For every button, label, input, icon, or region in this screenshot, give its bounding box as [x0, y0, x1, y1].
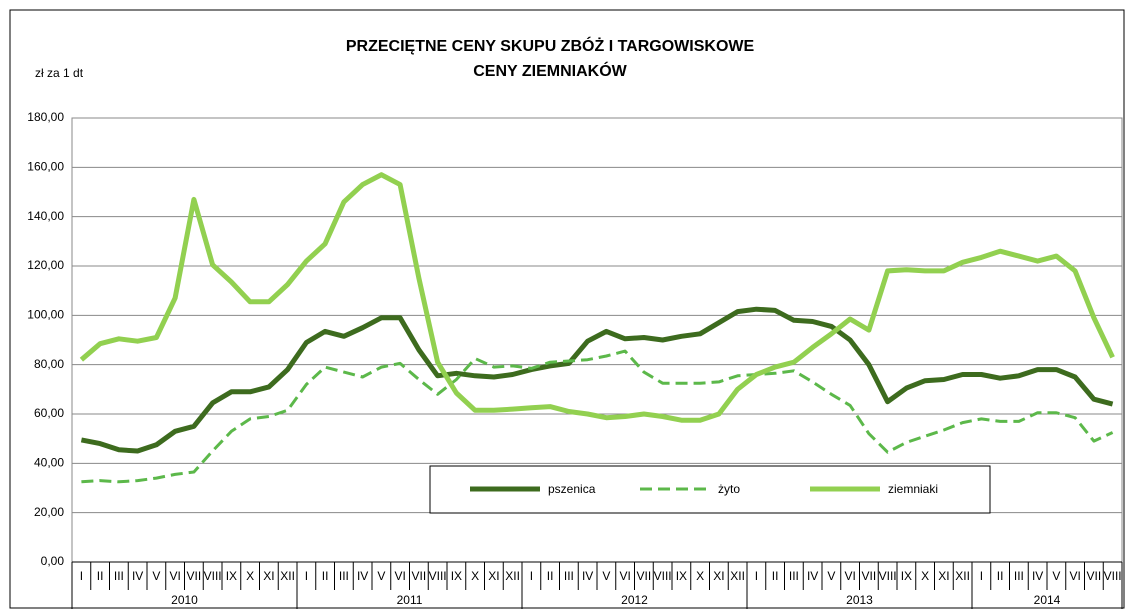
x-tick-label: VIII — [879, 569, 897, 583]
chart-border — [9, 9, 1125, 609]
legend-label: żyto — [718, 482, 740, 496]
y-tick-label: 0,00 — [41, 554, 65, 568]
x-tick-label: VI — [844, 569, 855, 583]
x-tick-label: VII — [637, 569, 652, 583]
x-tick-label: III — [789, 569, 799, 583]
x-tick-label: VIII — [204, 569, 222, 583]
x-tick-label: IV — [1032, 569, 1043, 583]
x-tick-label: IX — [451, 569, 462, 583]
legend-label: pszenica — [548, 482, 596, 496]
x-tick-label: I — [80, 569, 83, 583]
x-tick-label: II — [772, 569, 779, 583]
x-tick-label: V — [602, 569, 610, 583]
x-tick-label: IX — [226, 569, 237, 583]
x-group-label: 2010 — [171, 593, 198, 607]
series-line — [79, 172, 1115, 423]
x-tick-label: I — [305, 569, 308, 583]
y-tick-label: 180,00 — [27, 110, 64, 124]
x-tick-label: XI — [263, 569, 274, 583]
x-tick-label: V — [377, 569, 385, 583]
y-tick-label: 140,00 — [27, 209, 64, 223]
x-tick-label: I — [755, 569, 758, 583]
x-tick-label: VII — [862, 569, 877, 583]
y-tick-label: 80,00 — [34, 357, 64, 371]
x-group-label: 2014 — [1034, 593, 1061, 607]
x-tick-label: III — [1014, 569, 1024, 583]
x-tick-label: XI — [713, 569, 724, 583]
legend-label: ziemniaki — [888, 482, 938, 496]
x-tick-label: XI — [938, 569, 949, 583]
x-tick-label: X — [696, 569, 704, 583]
chart-title: CENY ZIEMNIAKÓW — [473, 61, 627, 80]
x-group-label: 2011 — [397, 593, 423, 607]
chart-title: PRZECIĘTNE CENY SKUPU ZBÓŻ I TARGOWISKOW… — [346, 36, 755, 55]
x-tick-label: X — [471, 569, 479, 583]
x-tick-label: VII — [1087, 569, 1102, 583]
x-tick-label: III — [564, 569, 574, 583]
x-tick-label: VI — [394, 569, 405, 583]
series-line — [80, 306, 1114, 454]
x-tick-label: VII — [412, 569, 427, 583]
x-tick-label: V — [152, 569, 160, 583]
x-tick-label: XII — [280, 569, 295, 583]
x-tick-label: II — [547, 569, 554, 583]
x-tick-label: IV — [132, 569, 143, 583]
y-tick-label: 120,00 — [27, 258, 64, 272]
x-tick-label: III — [114, 569, 124, 583]
x-group-label: 2013 — [846, 593, 873, 607]
x-tick-label: VI — [619, 569, 630, 583]
x-tick-label: VIII — [429, 569, 447, 583]
x-tick-label: VIII — [1104, 569, 1122, 583]
x-tick-label: VIII — [654, 569, 672, 583]
y-axis-label: zł za 1 dt — [35, 66, 84, 80]
x-tick-label: V — [827, 569, 835, 583]
x-tick-label: III — [339, 569, 349, 583]
x-tick-label: XI — [488, 569, 499, 583]
x-tick-label: VII — [187, 569, 202, 583]
x-tick-label: IV — [807, 569, 818, 583]
x-tick-label: IV — [357, 569, 368, 583]
x-tick-label: X — [921, 569, 929, 583]
y-tick-label: 100,00 — [27, 308, 64, 322]
y-tick-label: 20,00 — [34, 505, 64, 519]
x-tick-label: IV — [582, 569, 593, 583]
x-tick-label: XII — [505, 569, 520, 583]
x-tick-label: II — [322, 569, 329, 583]
x-tick-label: XII — [730, 569, 745, 583]
y-tick-label: 40,00 — [34, 456, 64, 470]
x-tick-label: XII — [955, 569, 970, 583]
y-tick-label: 60,00 — [34, 406, 64, 420]
y-tick-label: 160,00 — [27, 160, 64, 174]
x-group-label: 2012 — [621, 593, 648, 607]
x-tick-label: V — [1052, 569, 1060, 583]
x-tick-label: VI — [169, 569, 180, 583]
x-tick-label: I — [980, 569, 983, 583]
x-tick-label: VI — [1069, 569, 1080, 583]
x-tick-label: II — [97, 569, 104, 583]
x-tick-label: II — [997, 569, 1004, 583]
x-tick-label: I — [530, 569, 533, 583]
x-tick-label: IX — [901, 569, 912, 583]
x-tick-label: X — [246, 569, 254, 583]
x-tick-label: IX — [676, 569, 687, 583]
